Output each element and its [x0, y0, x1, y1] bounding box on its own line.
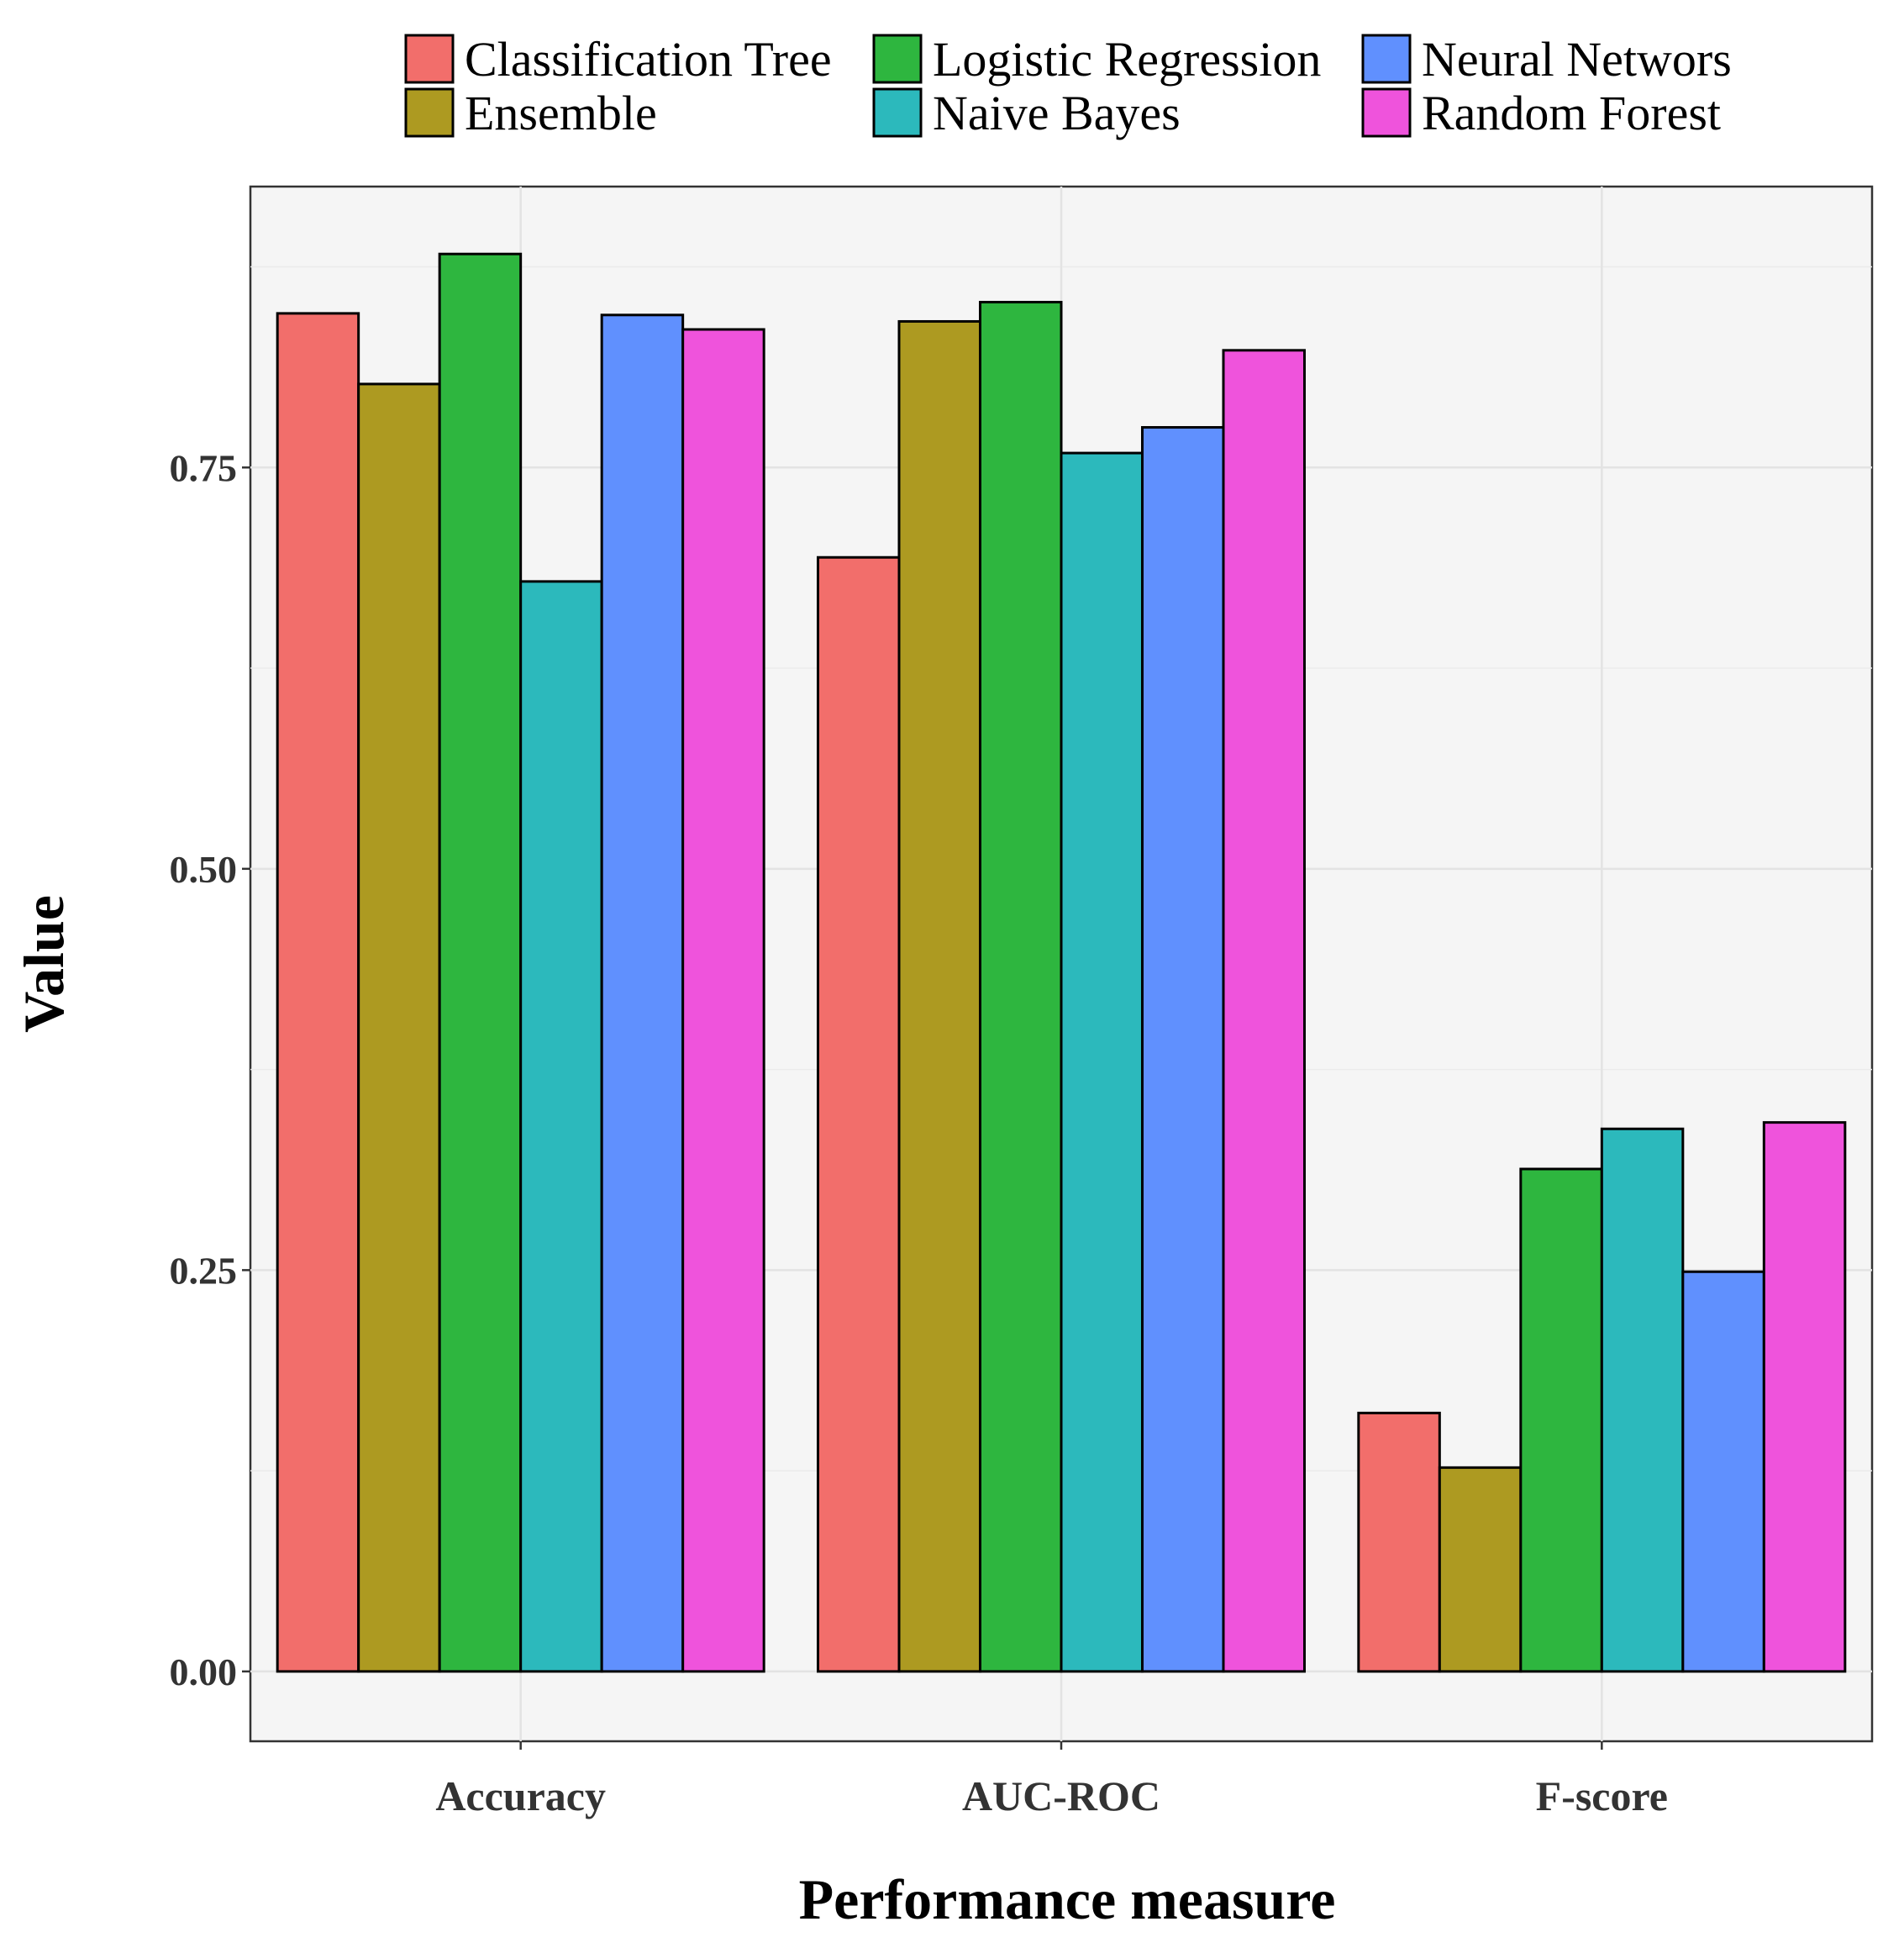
bar-auc-roc-logistic-regression: [979, 301, 1063, 1673]
bar-accuracy-naive-bayes: [519, 580, 603, 1673]
bar-accuracy-neural-networs: [600, 313, 685, 1673]
y-tick-label: 0.75: [170, 446, 238, 489]
legend-item-classification-tree: Classification Tree: [404, 32, 832, 87]
bar-f-score-classification-tree: [1357, 1411, 1441, 1673]
bar-accuracy-classification-tree: [276, 312, 360, 1673]
legend-key-classification-tree: [404, 34, 455, 84]
y-axis-title: Value: [12, 895, 76, 1033]
legend-key-naive-bayes: [872, 87, 923, 138]
bar-f-score-ensemble: [1438, 1466, 1523, 1673]
bar-auc-roc-neural-networs: [1141, 426, 1225, 1673]
bar-accuracy-ensemble: [357, 382, 441, 1673]
bars: [276, 252, 1847, 1673]
x-axis-title: Performance measure: [799, 1867, 1336, 1931]
bar-f-score-neural-networs: [1681, 1270, 1765, 1673]
bar-auc-roc-classification-tree: [817, 555, 901, 1673]
bar-auc-roc-random-forest: [1222, 349, 1306, 1673]
legend-label-naive-bayes: Naive Bayes: [933, 86, 1181, 140]
x-tick-label-f-score: F-score: [1536, 1772, 1668, 1819]
legend-key-random-forest: [1361, 87, 1412, 138]
legend-key-neural-networs: [1361, 34, 1412, 84]
bar-f-score-logistic-regression: [1519, 1167, 1603, 1673]
legend-item-neural-networs: Neural Networs: [1361, 32, 1732, 87]
x-tick-label-accuracy: Accuracy: [435, 1772, 606, 1819]
legend-label-logistic-regression: Logistic Regression: [933, 32, 1321, 87]
legend-item-logistic-regression: Logistic Regression: [872, 32, 1321, 87]
legend-label-neural-networs: Neural Networs: [1422, 32, 1732, 87]
bar-auc-roc-ensemble: [897, 319, 981, 1673]
bar-f-score-naive-bayes: [1600, 1127, 1685, 1673]
legend-label-random-forest: Random Forest: [1422, 86, 1721, 140]
bar-auc-roc-naive-bayes: [1060, 451, 1144, 1673]
legend-key-logistic-regression: [872, 34, 923, 84]
legend-item-ensemble: Ensemble: [404, 86, 657, 140]
axes: 0.00 0.25 0.50 0.75 Accuracy AUC-ROC F-score: [170, 446, 1668, 1819]
legend-item-naive-bayes: Naive Bayes: [872, 86, 1181, 140]
bar-accuracy-logistic-regression: [438, 252, 523, 1673]
x-tick-label-auc-roc: AUC-ROC: [962, 1772, 1160, 1819]
y-tick-label: 0.50: [170, 848, 238, 891]
legend-key-ensemble: [404, 87, 455, 138]
bar-accuracy-random-forest: [681, 328, 765, 1673]
legend-item-random-forest: Random Forest: [1361, 86, 1721, 140]
legend-label-classification-tree: Classification Tree: [465, 32, 832, 87]
legend-label-ensemble: Ensemble: [465, 86, 657, 140]
bar-f-score-random-forest: [1762, 1121, 1847, 1673]
y-tick-label: 0.25: [170, 1249, 238, 1292]
y-tick-label: 0.00: [170, 1651, 238, 1693]
